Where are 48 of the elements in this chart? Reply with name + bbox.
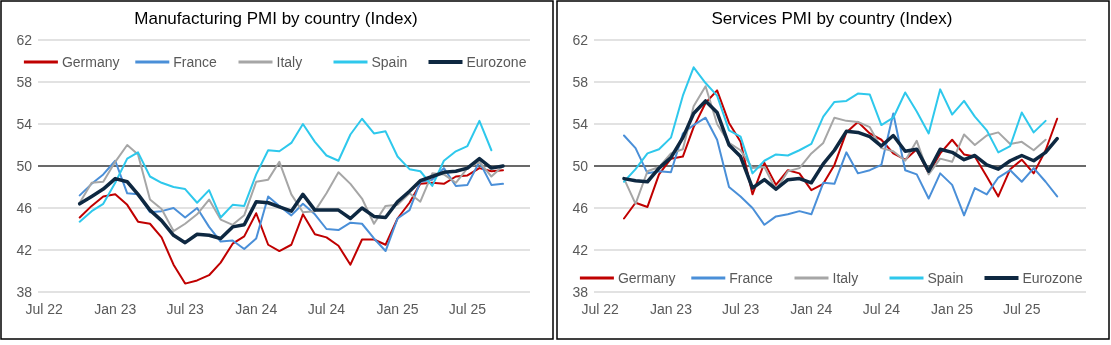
legend-label: Germany (61, 53, 120, 70)
legend-label: Italy (832, 269, 859, 286)
y-tick-label: 50 (572, 157, 589, 174)
y-tick-label: 38 (16, 283, 33, 300)
y-tick-label: 38 (572, 283, 589, 300)
chart-title: Manufacturing PMI by country (Index) (134, 9, 418, 28)
line-series (623, 66, 1047, 183)
line-series (78, 144, 504, 233)
legend-label: Germany (617, 269, 676, 286)
legend-label: Spain (371, 53, 408, 70)
x-tick-label: Jul 25 (448, 301, 487, 317)
y-tick-label: 54 (16, 115, 33, 132)
y-tick-label: 50 (16, 157, 33, 174)
x-tick-label: Jul 23 (721, 301, 760, 317)
x-tick-label: Jul 25 (1003, 301, 1041, 317)
x-tick-label: Jan 25 (931, 301, 974, 317)
line-series (623, 89, 1059, 220)
line-series (623, 85, 1047, 205)
line-series (622, 99, 1059, 191)
line-series (78, 167, 504, 285)
legend-label: Spain (927, 269, 964, 286)
x-tick-label: Jan 24 (790, 301, 833, 317)
y-tick-label: 42 (16, 241, 33, 258)
legend-label: Italy (276, 53, 303, 70)
line-series (78, 117, 493, 223)
y-tick-label: 46 (572, 199, 589, 216)
legend-label: France (729, 269, 774, 286)
legend-label: Eurozone (466, 53, 527, 70)
x-tick-label: Jul 22 (581, 301, 620, 317)
x-tick-label: Jan 23 (649, 301, 693, 317)
y-tick-label: 54 (572, 115, 589, 132)
line-series (623, 112, 1059, 226)
y-tick-label: 62 (16, 31, 33, 48)
x-tick-label: Jan 24 (235, 301, 278, 317)
x-tick-label: Jul 22 (25, 301, 64, 317)
x-tick-label: Jan 25 (376, 301, 419, 317)
y-tick-label: 62 (572, 31, 589, 48)
x-tick-label: Jul 24 (862, 301, 901, 317)
x-tick-label: Jan 23 (94, 301, 137, 317)
x-tick-label: Jul 24 (307, 301, 346, 317)
chart-title: Services PMI by country (Index) (711, 9, 953, 28)
legend-label: France (173, 53, 218, 70)
x-tick-label: Jul 23 (166, 301, 205, 317)
legend-label: Eurozone (1022, 269, 1083, 286)
y-tick-label: 42 (572, 241, 589, 258)
y-tick-label: 58 (16, 73, 33, 90)
y-tick-label: 58 (572, 73, 589, 90)
y-tick-label: 46 (16, 199, 33, 216)
